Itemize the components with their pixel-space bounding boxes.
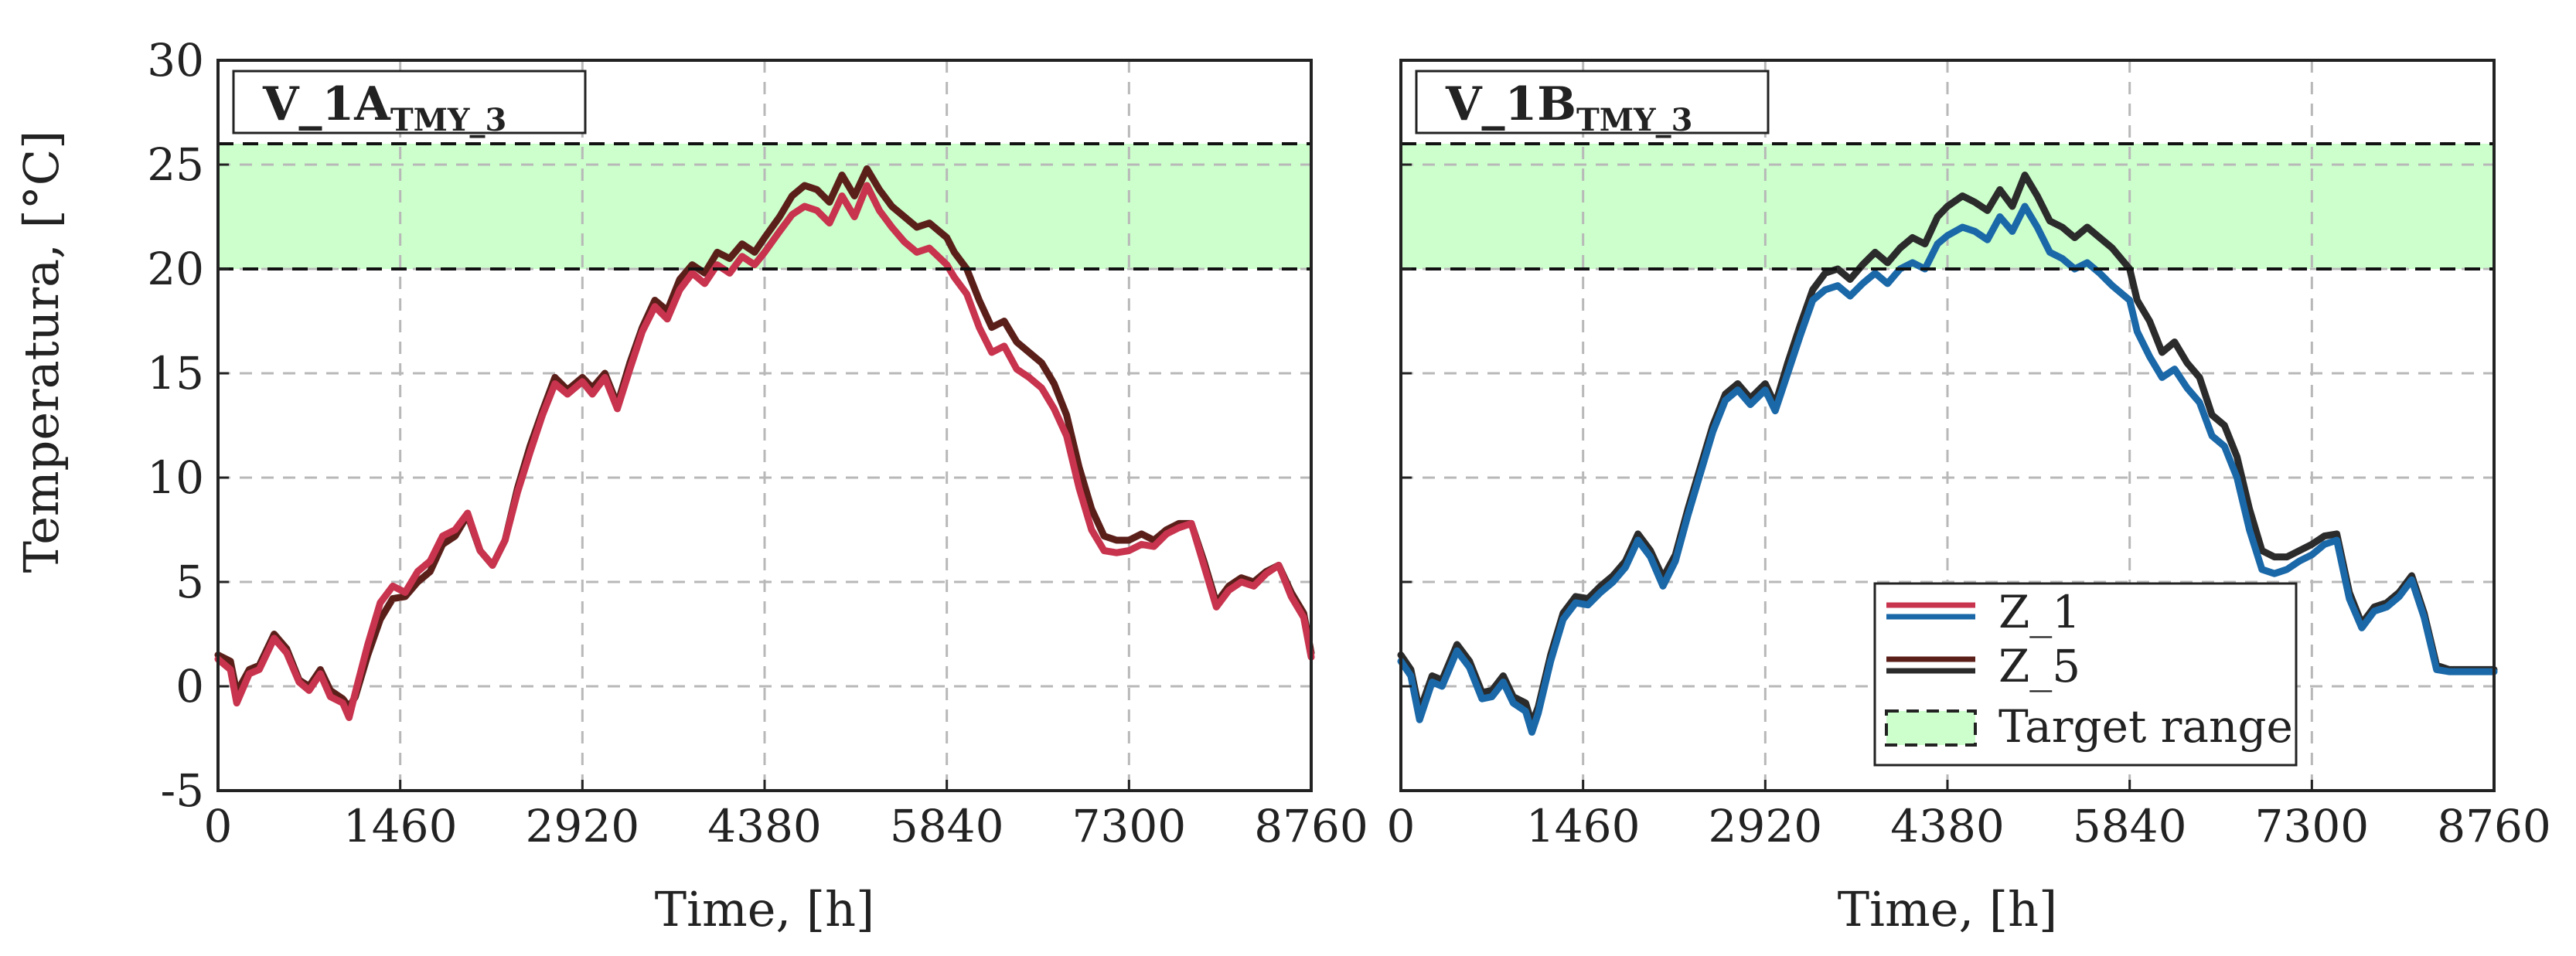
y-tick-label-15: 15 [147, 347, 204, 400]
title-box-right: V_1BTMY_3 [1415, 70, 1770, 138]
x-tick-label-4380-left: 4380 [707, 800, 822, 852]
legend-label-z5: Z_5 [1998, 640, 2080, 692]
y-tick-label-10: 10 [147, 451, 204, 504]
y-ticks-right [1401, 59, 1412, 792]
panel-title-sub-right: TMY_3 [1576, 102, 1692, 138]
x-tick-label-8760-right: 8760 [2437, 800, 2551, 852]
x-tick-label-0-left: 0 [204, 800, 233, 852]
legend: Z_1 Z_5 Target range [1873, 582, 2298, 767]
legend-label-z1: Z_1 [1998, 586, 2080, 638]
y-tick-label-0: 0 [175, 660, 204, 713]
grid-left [218, 60, 1311, 791]
x-ticks-left: 0 1460 2920 4380 5840 7300 8760 [204, 780, 1368, 852]
panel-title-main-left: V_1A [262, 77, 391, 131]
x-tick-label-1460-left: 1460 [343, 800, 458, 852]
x-tick-label-5840-right: 5840 [2073, 800, 2187, 852]
x-axis-title-right: Time, [h] [1838, 881, 2057, 937]
x-axis-title-left: Time, [h] [655, 881, 874, 937]
x-tick-label-0-right: 0 [1387, 800, 1416, 852]
legend-label-target: Target range [1998, 700, 2293, 753]
title-box-left: V_1ATMY_3 [232, 70, 587, 138]
panel-title-left: V_1ATMY_3 [262, 77, 506, 138]
x-tick-label-2920-right: 2920 [1709, 800, 1823, 852]
panel-title-sub-left: TMY_3 [390, 102, 506, 138]
y-tick-label-20: 20 [147, 243, 204, 295]
x-tick-label-7300-right: 7300 [2255, 800, 2370, 852]
y-tick-label--5: -5 [161, 764, 205, 817]
x-tick-label-8760-left: 8760 [1254, 800, 1368, 852]
x-tick-label-4380-right: 4380 [1890, 800, 2005, 852]
panel-right: 0 1460 2920 4380 5840 7300 8760 V_1BTMY_3 Time… [1387, 59, 2551, 937]
panel-title-main-right: V_1B [1445, 77, 1576, 131]
series-line-z-5-left [214, 165, 1315, 711]
y-axis-title: Temperatura, [°C] [13, 131, 70, 573]
target-lines-right [1401, 142, 2494, 270]
title-frame-left [232, 70, 587, 134]
series-line-z-1-left [214, 182, 1315, 721]
x-tick-label-5840-left: 5840 [890, 800, 1004, 852]
title-frame-right [1415, 70, 1770, 134]
series-left [214, 165, 1315, 721]
y-tick-label-30: 30 [147, 34, 204, 87]
panel-title-right: V_1BTMY_3 [1445, 77, 1692, 138]
target-lines-left [218, 142, 1311, 270]
x-tick-label-2920-left: 2920 [526, 800, 640, 852]
x-ticks-right: 0 1460 2920 4380 5840 7300 8760 [1387, 780, 2551, 852]
series-line-z-1-right [1397, 202, 2498, 736]
y-ticks-left: -5 0 5 10 15 20 25 30 [147, 34, 229, 817]
series-right [1397, 172, 2498, 736]
x-tick-label-7300-left: 7300 [1072, 800, 1187, 852]
y-tick-label-25: 25 [147, 138, 204, 191]
series-line-z-5-right [1397, 172, 2498, 728]
y-tick-label-5: 5 [175, 556, 204, 608]
legend-swatch-target [1885, 709, 1977, 747]
x-tick-label-1460-right: 1460 [1526, 800, 1641, 852]
